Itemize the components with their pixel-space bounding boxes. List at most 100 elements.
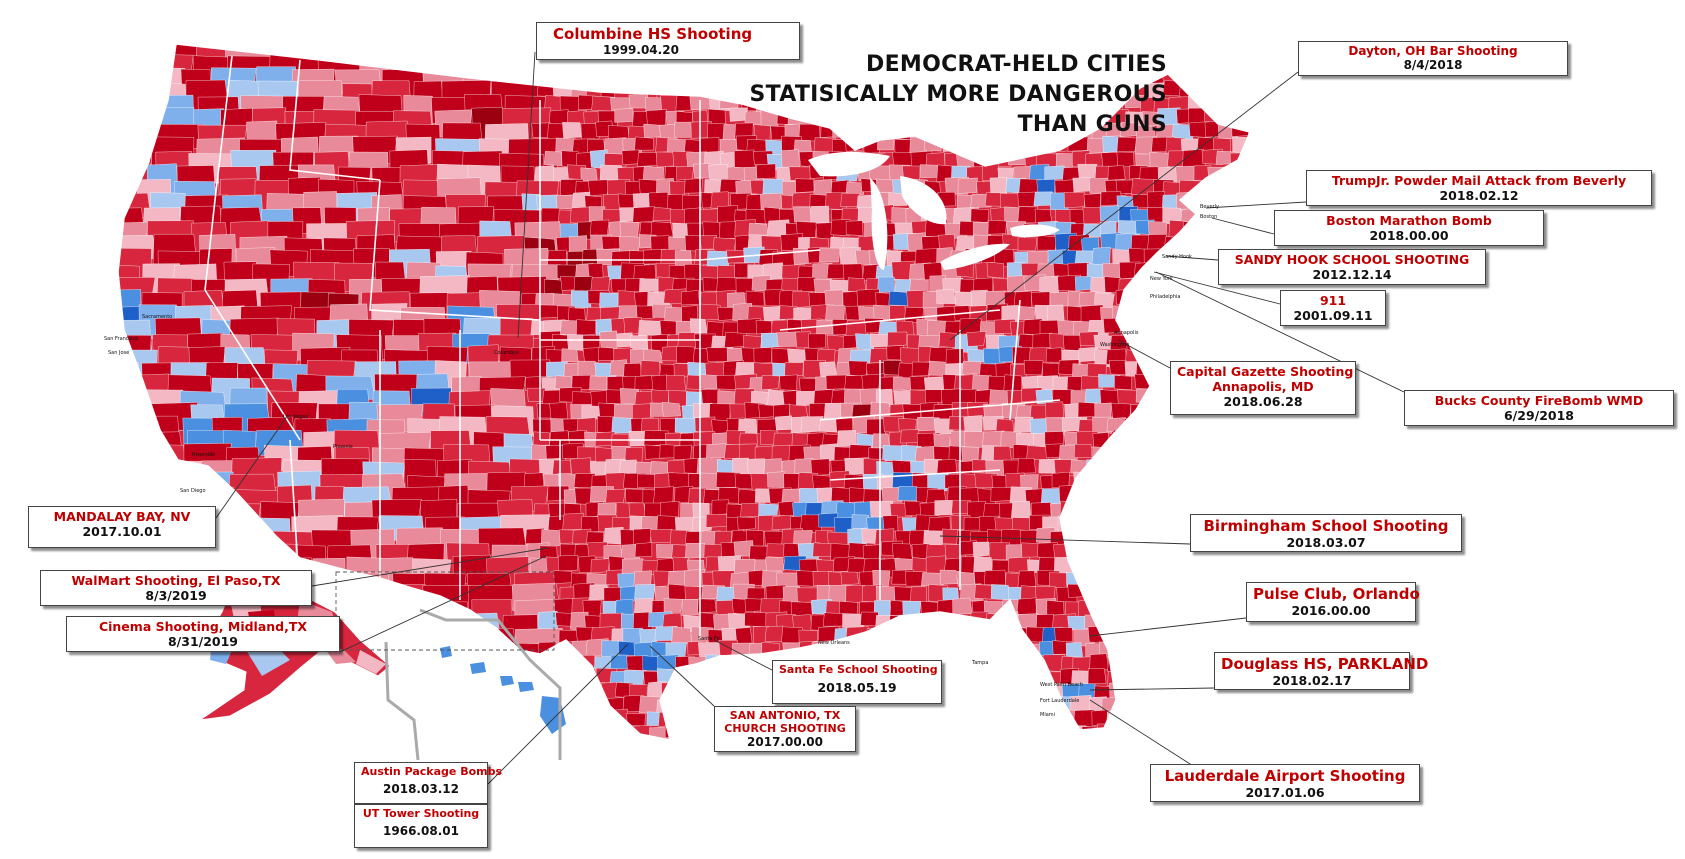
county-cell [1257,40,1276,58]
county-cell [441,724,476,740]
event-title: Columbine HS Shooting [553,25,753,43]
county-cell [706,347,728,362]
county-cell [793,530,813,545]
county-cell [1210,724,1232,739]
county-cell [1117,543,1140,562]
county-cell [1132,642,1155,661]
city-label: Phoenix [333,444,353,450]
county-cell [1178,643,1199,659]
county-cell [705,668,726,686]
county-cell [623,363,642,378]
county-cell [432,712,472,740]
county-cell [1193,641,1213,655]
leader-lines [215,51,1405,785]
county-cell [1143,305,1162,322]
county-cell [1061,417,1082,432]
county-cell [1116,696,1140,711]
county-cell [1249,149,1250,166]
city-label: Tampa [971,660,988,666]
county-cell [974,584,992,600]
county-cell [1112,571,1135,587]
event-label-birmingham: Birmingham School Shooting 2018.03.07 [1190,514,1462,552]
county-cell [765,557,785,572]
county-cell [1077,401,1097,418]
county-cell [142,544,188,570]
county-cell [891,639,912,655]
county-cell [179,685,215,714]
county-cell [144,696,192,724]
county-cell [1184,585,1204,601]
county-cell [1154,710,1173,727]
county-cell [1158,333,1180,350]
county-cell [1179,307,1200,325]
county-cell [1006,138,1026,156]
county-cell [1194,265,1213,283]
event-label-ut-tower: UT Tower Shooting 1966.08.01 [354,804,488,848]
county-cell [218,527,267,563]
event-label-bucks-county: Bucks County FireBomb WMD 6/29/2018 [1404,390,1674,426]
county-cell [1009,671,1032,685]
county-cell [568,725,591,740]
county-cell [1153,585,1173,601]
county-cell [1107,446,1130,462]
county-cell [710,191,729,209]
county-cell [1046,600,1065,616]
county-cell [537,610,558,630]
county-cell [847,277,867,292]
county-cell [687,699,707,714]
county-cell [636,305,656,320]
county-cell [1196,475,1217,492]
county-cell [901,725,923,740]
county-cell [1167,321,1192,337]
county-cell [1116,136,1138,153]
county-cell [1191,571,1214,589]
county-cell [1245,458,1250,473]
city-label: Fort Lauderdale [1040,698,1079,704]
county-cell [590,219,610,236]
county-cell [668,583,686,600]
county-cell [893,389,912,407]
event-label-capital-gazette: Capital Gazette Shooting Annapolis, MD 2… [1170,361,1356,415]
county-cell [1011,500,1032,519]
county-cell [1113,726,1132,740]
county-cell [1249,444,1250,461]
county-cell [937,724,959,740]
county-cell [571,67,592,84]
county-cell [1214,558,1236,575]
county-cell [1165,626,1185,643]
county-cell [561,670,582,687]
county-cell [936,289,957,304]
county-cell [118,387,139,419]
county-cell [991,641,1014,659]
county-cell [713,67,736,82]
county-cell [947,671,967,688]
county-cell [1148,459,1168,476]
county-cell [975,628,999,643]
county-cell [877,276,895,293]
county-cell [1260,727,1277,746]
county-cell [1169,472,1191,490]
county-cell [1192,234,1213,249]
county-cell [1124,446,1143,463]
county-cell [1122,489,1142,504]
county-cell [1176,683,1194,700]
county-cell [610,708,628,725]
county-cell [1167,587,1189,603]
county-cell [947,629,966,645]
county-cell [951,724,974,740]
county-cell [939,569,958,585]
county-cell [1124,418,1146,436]
county-cell [543,151,562,166]
county-cell [910,586,928,604]
county-cell [1126,335,1149,352]
county-cell [594,713,616,731]
county-cell [1188,121,1210,138]
county-cell [326,670,359,708]
county-cell [1187,443,1208,461]
county-cell [514,726,554,740]
county-cell [848,360,868,377]
county-cell [1248,221,1250,238]
event-title: Dayton, OH Bar Shooting [1348,44,1518,58]
county-cell [923,727,944,740]
el-paso-inset-box [335,571,555,651]
